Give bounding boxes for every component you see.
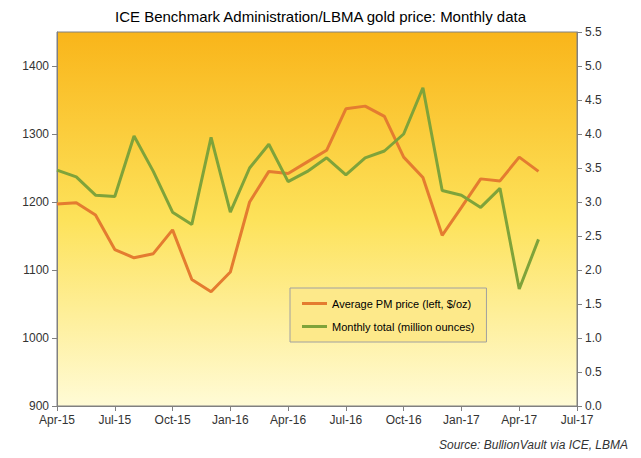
svg-text:Jul-16: Jul-16 bbox=[330, 413, 363, 427]
svg-text:0.5: 0.5 bbox=[585, 365, 602, 379]
svg-text:Apr-15: Apr-15 bbox=[39, 413, 75, 427]
svg-text:1.0: 1.0 bbox=[585, 331, 602, 345]
svg-text:ICE Benchmark Administration/L: ICE Benchmark Administration/LBMA gold p… bbox=[115, 8, 527, 25]
svg-text:900: 900 bbox=[29, 399, 49, 413]
svg-text:Oct-16: Oct-16 bbox=[386, 413, 422, 427]
svg-text:Oct-15: Oct-15 bbox=[155, 413, 191, 427]
svg-text:2.0: 2.0 bbox=[585, 263, 602, 277]
svg-text:4.0: 4.0 bbox=[585, 127, 602, 141]
svg-text:Jul-17: Jul-17 bbox=[561, 413, 594, 427]
svg-text:Average PM price (left, $/oz): Average PM price (left, $/oz) bbox=[332, 298, 471, 310]
svg-text:Source: BullionVault via ICE,: Source: BullionVault via ICE, LBMA bbox=[439, 438, 628, 452]
svg-text:1200: 1200 bbox=[22, 195, 49, 209]
svg-text:2.5: 2.5 bbox=[585, 229, 602, 243]
svg-text:Monthly total (million ounces): Monthly total (million ounces) bbox=[332, 321, 474, 333]
svg-text:1300: 1300 bbox=[22, 127, 49, 141]
svg-text:3.5: 3.5 bbox=[585, 161, 602, 175]
svg-text:Apr-16: Apr-16 bbox=[270, 413, 306, 427]
svg-text:1.5: 1.5 bbox=[585, 297, 602, 311]
svg-text:1100: 1100 bbox=[23, 263, 49, 277]
svg-text:0.0: 0.0 bbox=[585, 399, 602, 413]
svg-text:Jan-16: Jan-16 bbox=[212, 413, 249, 427]
svg-text:1400: 1400 bbox=[22, 59, 49, 73]
svg-text:Jul-15: Jul-15 bbox=[98, 413, 131, 427]
svg-text:5.5: 5.5 bbox=[585, 25, 602, 39]
svg-text:1000: 1000 bbox=[22, 331, 49, 345]
svg-text:Apr-17: Apr-17 bbox=[501, 413, 537, 427]
svg-text:3.0: 3.0 bbox=[585, 195, 602, 209]
svg-text:Jan-17: Jan-17 bbox=[443, 413, 480, 427]
svg-text:5.0: 5.0 bbox=[585, 59, 602, 73]
svg-text:4.5: 4.5 bbox=[585, 93, 602, 107]
